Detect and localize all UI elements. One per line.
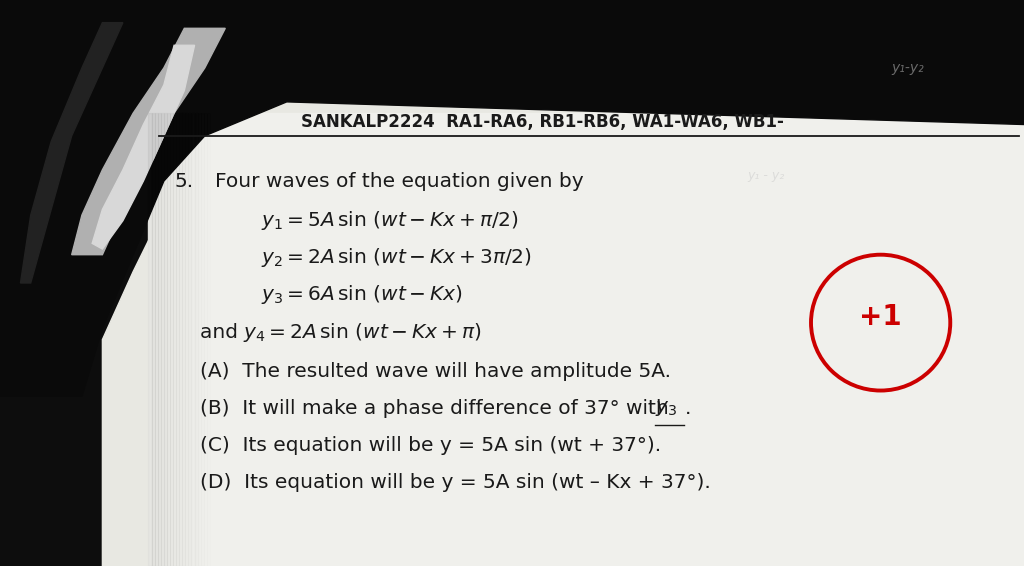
Bar <box>170 113 173 566</box>
Polygon shape <box>92 45 195 249</box>
Bar <box>161 113 164 566</box>
Bar <box>198 113 201 566</box>
Bar <box>173 113 176 566</box>
Polygon shape <box>102 102 1024 566</box>
Bar <box>158 113 161 566</box>
Bar <box>176 113 179 566</box>
Bar <box>182 113 185 566</box>
Text: y₁-y₂: y₁-y₂ <box>891 61 924 75</box>
Bar <box>191 113 195 566</box>
Bar <box>155 113 158 566</box>
Bar <box>204 113 207 566</box>
Bar <box>152 113 155 566</box>
Bar <box>185 113 188 566</box>
Polygon shape <box>0 0 1024 396</box>
Text: $y_3$: $y_3$ <box>655 399 678 418</box>
Text: +1: +1 <box>859 303 902 331</box>
Text: $y_3 = 6A\,\sin\,(wt - Kx)$: $y_3 = 6A\,\sin\,(wt - Kx)$ <box>261 283 463 306</box>
Text: $y_4 = 2A\,\sin\,(wt - Kx + \pi)$: $y_4 = 2A\,\sin\,(wt - Kx + \pi)$ <box>243 321 481 344</box>
Bar <box>164 113 167 566</box>
Text: Four waves of the equation given by: Four waves of the equation given by <box>215 171 584 191</box>
Bar <box>148 113 1024 566</box>
Bar <box>179 113 182 566</box>
Bar <box>207 113 210 566</box>
Text: $y_1 = 5A\,\sin\,(wt - Kx + \pi/2)$: $y_1 = 5A\,\sin\,(wt - Kx + \pi/2)$ <box>261 209 519 232</box>
Text: 5.: 5. <box>174 171 194 191</box>
Bar <box>188 113 191 566</box>
Bar <box>167 113 170 566</box>
Bar <box>201 113 204 566</box>
Text: (C)  Its equation will be y = 5A sin (wt + 37°).: (C) Its equation will be y = 5A sin (wt … <box>200 436 660 455</box>
Text: $y_2 = 2A\,\sin\,(wt - Kx + 3\pi/2)$: $y_2 = 2A\,\sin\,(wt - Kx + 3\pi/2)$ <box>261 246 531 269</box>
Text: .: . <box>685 399 691 418</box>
Bar <box>148 113 152 566</box>
Bar <box>195 113 198 566</box>
Text: (B)  It will make a phase difference of 37° with: (B) It will make a phase difference of 3… <box>200 399 675 418</box>
Text: (A)  The resulted wave will have amplitude 5A.: (A) The resulted wave will have amplitud… <box>200 362 671 381</box>
Text: (D)  Its equation will be y = 5A sin (wt – Kx + 37°).: (D) Its equation will be y = 5A sin (wt … <box>200 473 711 492</box>
Text: SANKALP2224  RA1-RA6, RB1-RB6, WA1-WA6, WB1-: SANKALP2224 RA1-RA6, RB1-RB6, WA1-WA6, W… <box>301 113 784 131</box>
Polygon shape <box>72 28 225 255</box>
Text: and: and <box>200 323 251 342</box>
Polygon shape <box>20 23 123 283</box>
Text: y₁ - y₂: y₁ - y₂ <box>748 169 784 182</box>
